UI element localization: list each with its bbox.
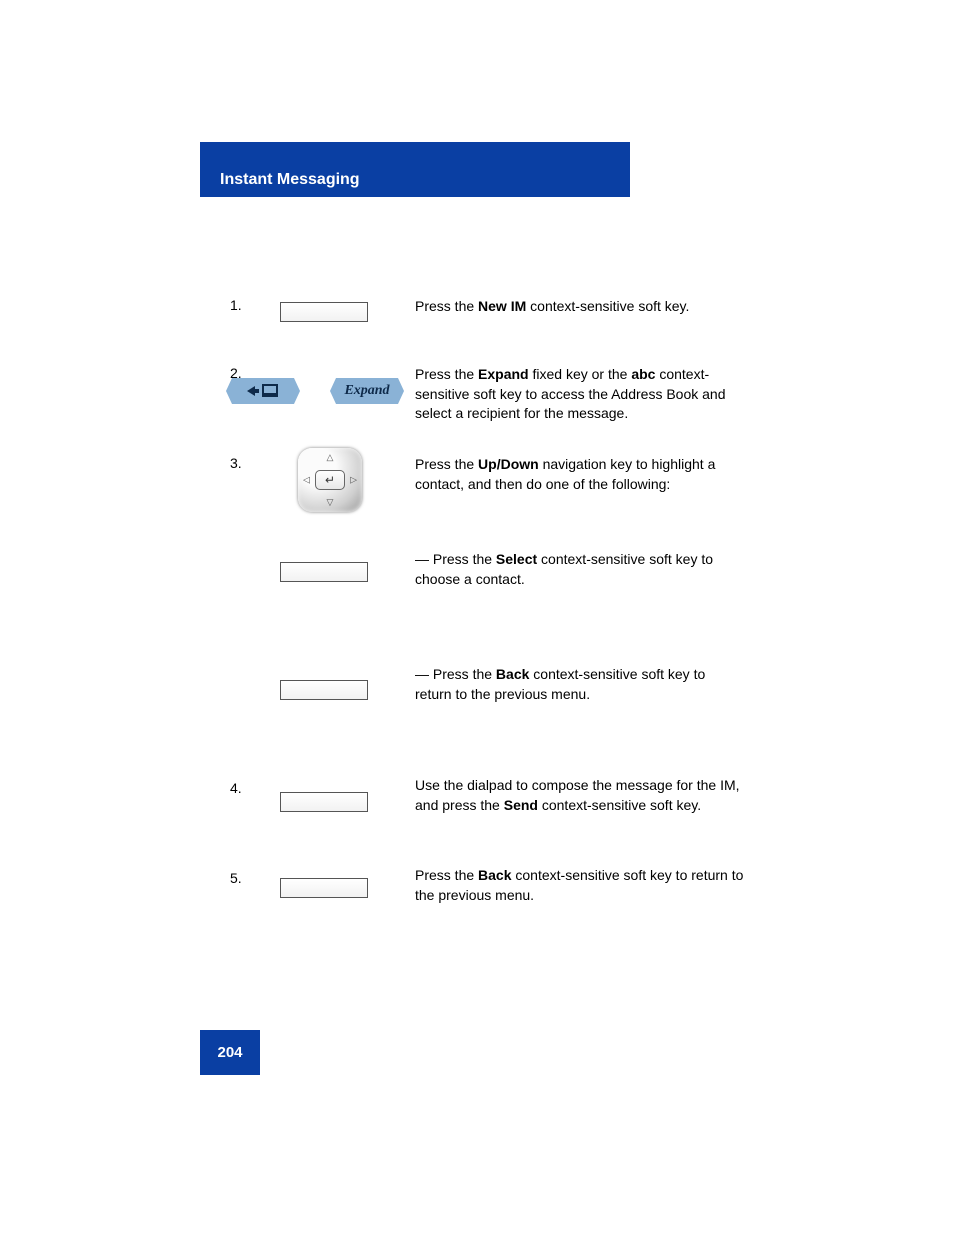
page-number-box: 204 bbox=[200, 1030, 260, 1075]
navigation-pad[interactable]: △ ▽ ◁ ▷ ↵ bbox=[298, 448, 362, 512]
step-number-1: 1. bbox=[230, 297, 242, 313]
step-number-4: 4. bbox=[230, 780, 242, 796]
nav-down-icon: ▽ bbox=[327, 497, 334, 508]
expand-fixed-key-icon[interactable] bbox=[226, 378, 300, 404]
nav-pad-graphic: △ ▽ ◁ ▷ ↵ bbox=[298, 448, 362, 512]
softkey-send-graphic bbox=[280, 792, 368, 815]
expand-glyph-icon bbox=[246, 383, 280, 399]
softkey-back-graphic bbox=[280, 680, 368, 703]
step-4b-text: — Press the Back context-sensitive soft … bbox=[415, 665, 745, 704]
section-header: Instant Messaging bbox=[200, 142, 630, 197]
step-2-keys: Expand bbox=[226, 378, 404, 404]
step-4a-text: — Press the Select context-sensitive sof… bbox=[415, 550, 745, 589]
step-2-text: Press the Expand fixed key or the abc co… bbox=[415, 365, 745, 424]
step-number-3: 3. bbox=[230, 455, 242, 471]
step-6-text: Press the Back context-sensitive soft ke… bbox=[415, 866, 745, 905]
nav-right-icon: ▷ bbox=[350, 475, 357, 486]
softkey-back2-graphic bbox=[280, 878, 368, 901]
step-1-text: Press the New IM context-sensitive soft … bbox=[415, 297, 745, 317]
section-title: Instant Messaging bbox=[220, 171, 360, 189]
softkey-select-graphic bbox=[280, 562, 368, 585]
softkey-new-im-graphic bbox=[280, 302, 368, 325]
softkey-button[interactable] bbox=[280, 302, 368, 322]
step-5-text: Use the dialpad to compose the message f… bbox=[415, 776, 745, 815]
softkey-button[interactable] bbox=[280, 792, 368, 812]
expand-soft-key[interactable]: Expand bbox=[330, 378, 404, 404]
softkey-button[interactable] bbox=[280, 562, 368, 582]
page-number: 204 bbox=[217, 1044, 242, 1061]
nav-up-icon: △ bbox=[327, 452, 334, 463]
softkey-button[interactable] bbox=[280, 680, 368, 700]
step-number-5: 5. bbox=[230, 870, 242, 886]
nav-enter-icon: ↵ bbox=[315, 470, 345, 490]
softkey-button[interactable] bbox=[280, 878, 368, 898]
expand-key-label: Expand bbox=[344, 383, 389, 399]
step-3-text: Press the Up/Down navigation key to high… bbox=[415, 455, 745, 494]
nav-left-icon: ◁ bbox=[303, 475, 310, 486]
